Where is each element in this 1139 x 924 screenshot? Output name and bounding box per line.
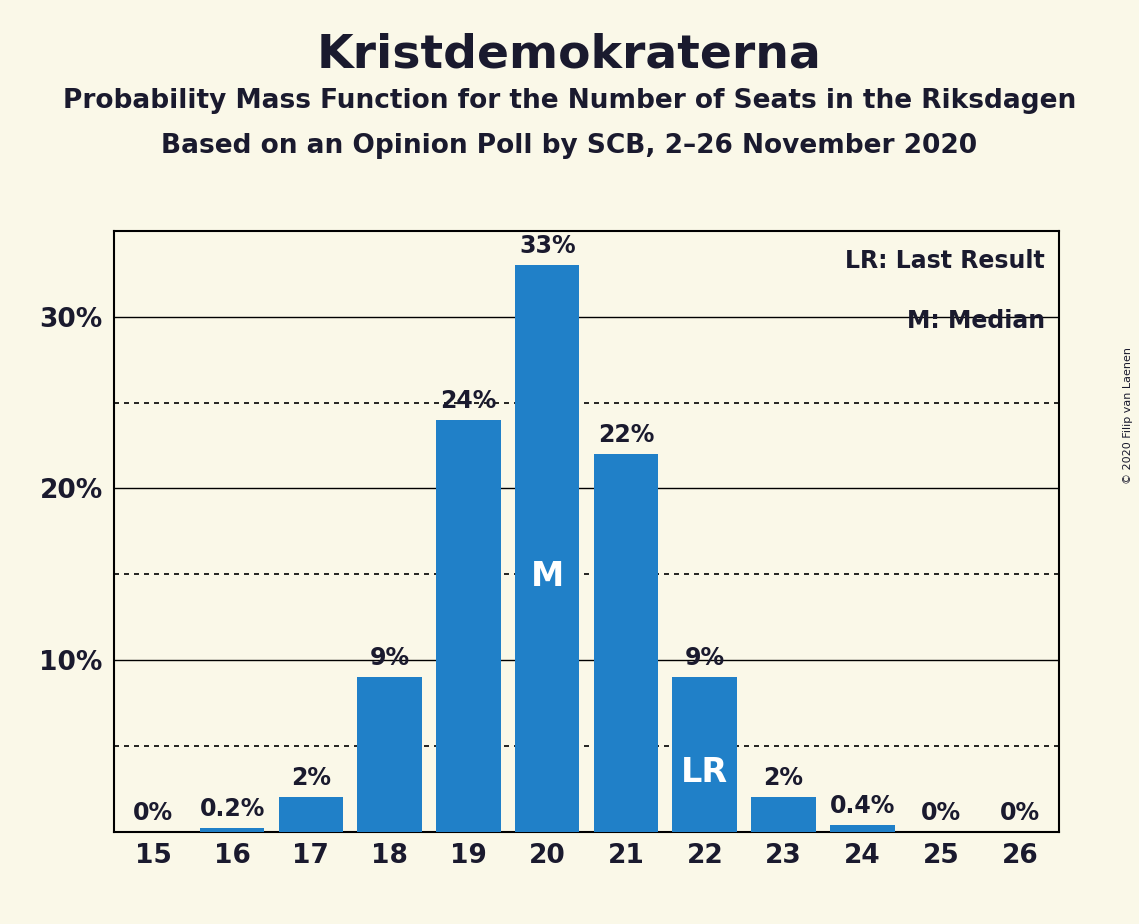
Text: 24%: 24% <box>441 389 497 413</box>
Text: LR: Last Result: LR: Last Result <box>845 249 1046 273</box>
Bar <box>830 825 894 832</box>
Text: M: Median: M: Median <box>907 309 1046 333</box>
Text: Based on an Opinion Poll by SCB, 2–26 November 2020: Based on an Opinion Poll by SCB, 2–26 No… <box>162 133 977 159</box>
Text: 0%: 0% <box>921 801 961 825</box>
Text: 0%: 0% <box>1000 801 1040 825</box>
Text: Probability Mass Function for the Number of Seats in the Riksdagen: Probability Mass Function for the Number… <box>63 88 1076 114</box>
Text: Kristdemokraterna: Kristdemokraterna <box>317 32 822 78</box>
Text: 9%: 9% <box>685 646 724 670</box>
Bar <box>199 828 264 832</box>
Bar <box>593 454 658 832</box>
Text: 22%: 22% <box>598 423 654 447</box>
Bar <box>672 677 737 832</box>
Text: 9%: 9% <box>369 646 410 670</box>
Text: 0%: 0% <box>133 801 173 825</box>
Text: 0.2%: 0.2% <box>199 797 264 821</box>
Bar <box>436 419 501 832</box>
Bar <box>358 677 421 832</box>
Text: LR: LR <box>681 757 728 789</box>
Text: 2%: 2% <box>290 766 330 790</box>
Text: 0.4%: 0.4% <box>829 794 895 818</box>
Bar <box>279 797 343 832</box>
Bar <box>515 265 580 832</box>
Text: 33%: 33% <box>519 235 575 259</box>
Text: M: M <box>531 560 564 593</box>
Text: 2%: 2% <box>763 766 803 790</box>
Text: © 2020 Filip van Laenen: © 2020 Filip van Laenen <box>1123 347 1133 484</box>
Bar <box>752 797 816 832</box>
